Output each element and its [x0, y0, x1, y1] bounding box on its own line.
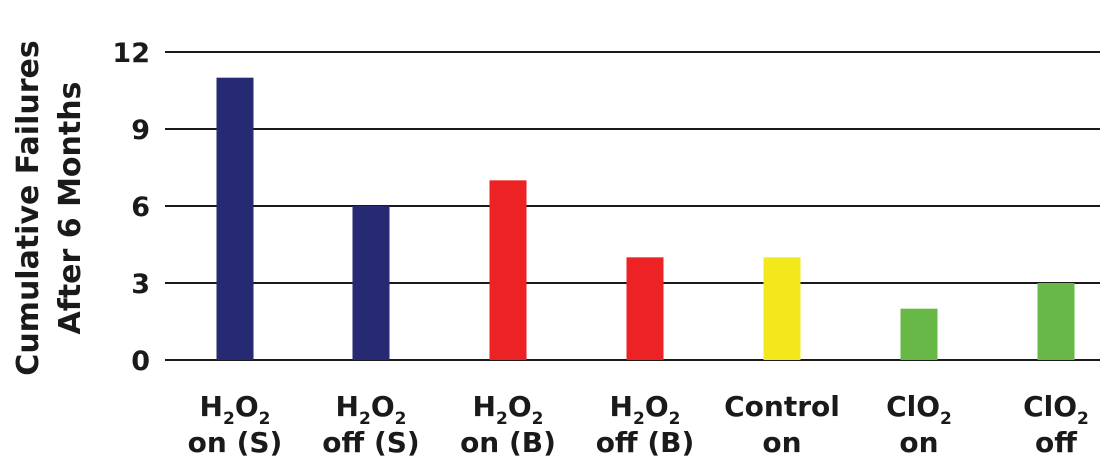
bars	[216, 77, 1075, 361]
x-category-label-line2: on	[899, 426, 938, 459]
y-axis-label-line2: After 6 Months	[53, 82, 88, 335]
x-category-label-line2: on (S)	[188, 426, 283, 459]
x-category-label-line2: off (S)	[322, 426, 419, 459]
y-tick-label: 6	[131, 192, 150, 223]
x-category-label-line2: on (B)	[460, 426, 556, 459]
bar	[489, 180, 527, 360]
x-category-label-line2: on	[762, 426, 801, 459]
bar	[626, 257, 664, 360]
bar	[1037, 283, 1075, 360]
y-tick-labels: 0 3 6 9 12	[112, 38, 150, 377]
x-category-label-line2: off	[1035, 426, 1077, 459]
x-category-label-line1: H2O2	[200, 390, 271, 429]
y-tick-label: 0	[131, 346, 150, 377]
x-category-label-line2: off (B)	[596, 426, 695, 459]
y-tick-label: 3	[131, 269, 150, 300]
x-category-label-line1: H2O2	[610, 390, 681, 429]
x-category-label-line1: ClO2	[886, 390, 952, 429]
x-category-label-line1: H2O2	[336, 390, 407, 429]
y-axis-label-line1: Cumulative Failures	[11, 40, 46, 375]
y-tick-label: 9	[131, 115, 150, 146]
gridlines	[165, 51, 1100, 361]
bar	[216, 77, 254, 361]
y-tick-label: 12	[112, 38, 150, 69]
bar	[352, 206, 390, 360]
x-category-label-line1: Control	[724, 390, 840, 423]
bar	[900, 308, 938, 360]
bar	[763, 257, 801, 360]
x-category-label-line1: H2O2	[473, 390, 544, 429]
x-category-label-line1: ClO2	[1023, 390, 1089, 429]
